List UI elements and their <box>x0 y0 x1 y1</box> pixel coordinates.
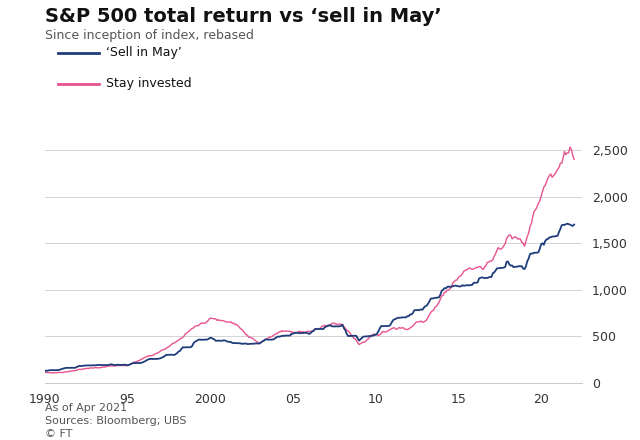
Text: As of Apr 2021: As of Apr 2021 <box>45 403 127 413</box>
Text: © FT: © FT <box>45 429 72 439</box>
Text: Since inception of index, rebased: Since inception of index, rebased <box>45 29 253 42</box>
Text: S&P 500 total return vs ‘sell in May’: S&P 500 total return vs ‘sell in May’ <box>45 7 442 26</box>
Text: Sources: Bloomberg; UBS: Sources: Bloomberg; UBS <box>45 416 186 426</box>
Text: ‘Sell in May’: ‘Sell in May’ <box>106 46 182 59</box>
Text: Stay invested: Stay invested <box>106 77 191 90</box>
